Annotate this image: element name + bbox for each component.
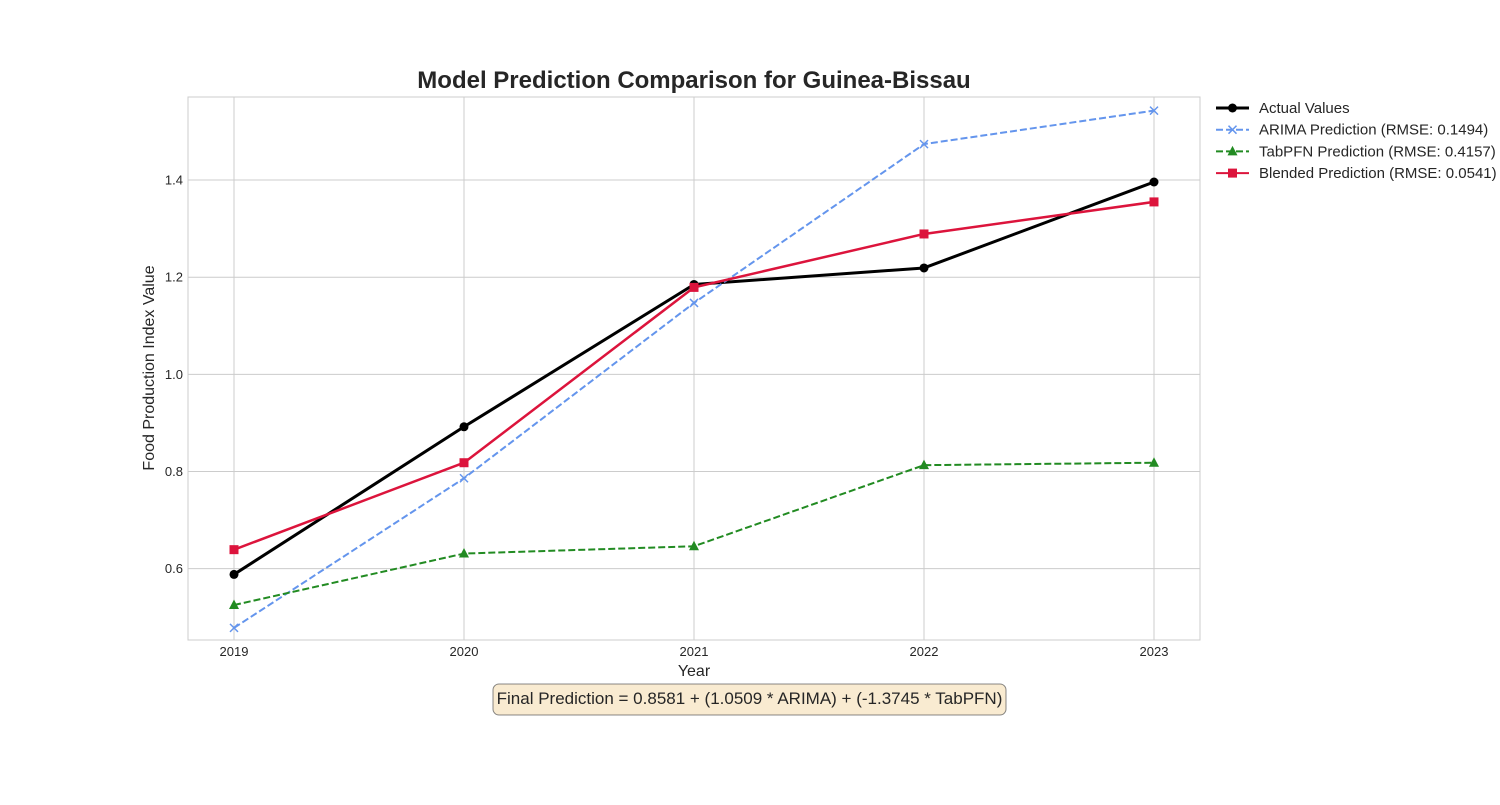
x-tick-label: 2021 (680, 644, 709, 659)
y-tick-label: 1.2 (165, 270, 183, 285)
data-point (459, 473, 469, 483)
legend-label: Actual Values (1259, 100, 1350, 117)
legend-item: TabPFN Prediction (RMSE: 0.4157) (1216, 143, 1496, 160)
legend-item: Blended Prediction (RMSE: 0.0541) (1216, 165, 1497, 182)
series-2 (229, 457, 1159, 610)
data-point (689, 282, 699, 292)
legend-marker (1228, 103, 1237, 113)
data-point (229, 545, 239, 555)
x-tick-label: 2023 (1140, 644, 1169, 659)
data-point (1149, 106, 1159, 116)
data-point (459, 422, 469, 432)
x-axis-label: Year (678, 663, 711, 680)
data-point (919, 139, 929, 149)
formula-text: Final Prediction = 0.8581 + (1.0509 * AR… (497, 689, 1003, 708)
data-point (689, 298, 699, 308)
data-point (1149, 177, 1159, 187)
legend: Actual Values ARIMA Prediction (RMSE: 0.1… (1216, 100, 1497, 182)
legend-label: TabPFN Prediction (RMSE: 0.4157) (1259, 143, 1496, 160)
series-3 (229, 197, 1159, 555)
formula-box (492, 683, 1007, 716)
series-1 (229, 106, 1159, 633)
data-point (459, 458, 469, 468)
x-tick-label: 2022 (910, 644, 939, 659)
legend-item: Actual Values (1216, 100, 1350, 117)
series (229, 106, 1159, 633)
data-point (919, 229, 929, 239)
legend-marker (1228, 168, 1237, 178)
chart-title: Model Prediction Comparison for Guinea-B… (417, 67, 970, 94)
legend-marker (1227, 125, 1238, 135)
y-tick-label: 1.4 (165, 173, 183, 188)
data-point (1149, 197, 1159, 207)
data-point (689, 540, 699, 551)
x-tick-label: 2020 (450, 644, 479, 659)
formula-annotation: Final Prediction = 0.8581 + (1.0509 * AR… (492, 683, 1007, 716)
legend-item: ARIMA Prediction (RMSE: 0.1494) (1216, 122, 1488, 139)
data-point (919, 459, 929, 470)
y-tick-label: 0.8 (165, 464, 183, 479)
data-point (229, 623, 239, 633)
data-point (459, 548, 469, 558)
legend-label: Blended Prediction (RMSE: 0.0541) (1259, 165, 1497, 182)
tick-labels: 2019 2020 2021 2022 2023 0.6 0.8 1.0 1.2 1.4 (165, 173, 1169, 659)
data-point (229, 569, 239, 579)
data-point (229, 599, 239, 610)
legend-label: ARIMA Prediction (RMSE: 0.1494) (1259, 122, 1488, 139)
data-point (919, 263, 929, 273)
plot-frame (187, 96, 1201, 641)
y-axis-label: Food Production Index Value (141, 265, 158, 470)
grid (188, 97, 1200, 640)
legend-marker (1227, 145, 1238, 156)
y-tick-label: 1.0 (165, 367, 183, 382)
data-point (1149, 457, 1159, 467)
x-tick-label: 2019 (220, 644, 249, 659)
y-tick-label: 0.6 (165, 561, 183, 576)
